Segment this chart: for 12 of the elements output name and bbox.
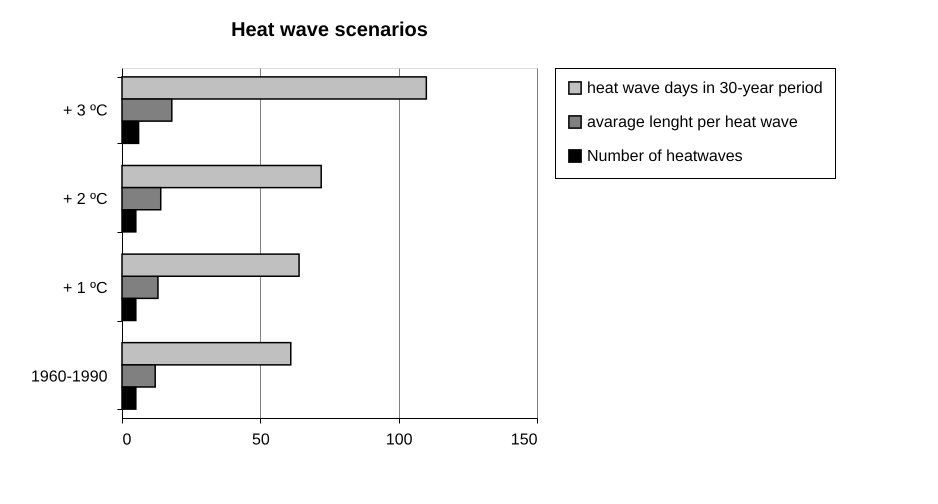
x-tick-label: 100 — [386, 432, 413, 448]
x-tick-label: 150 — [510, 432, 538, 448]
chart-title: Heat wave scenarios — [231, 19, 428, 41]
y-tick-label: + 1 ºC — [62, 280, 108, 297]
y-tick-label: + 3 ºC — [62, 102, 108, 120]
x-tick-label: 0 — [122, 432, 132, 448]
y-tick-label: + 2 ºC — [62, 191, 108, 208]
y-tick-label: 1960-1990 — [30, 368, 108, 386]
x-tick-label: 50 — [252, 432, 270, 448]
legend-label: avarage lenght per heat wave — [587, 114, 798, 131]
legend-label: Number of heatwaves — [587, 148, 743, 165]
legend-label: heat wave days in 30-year period — [587, 80, 823, 97]
